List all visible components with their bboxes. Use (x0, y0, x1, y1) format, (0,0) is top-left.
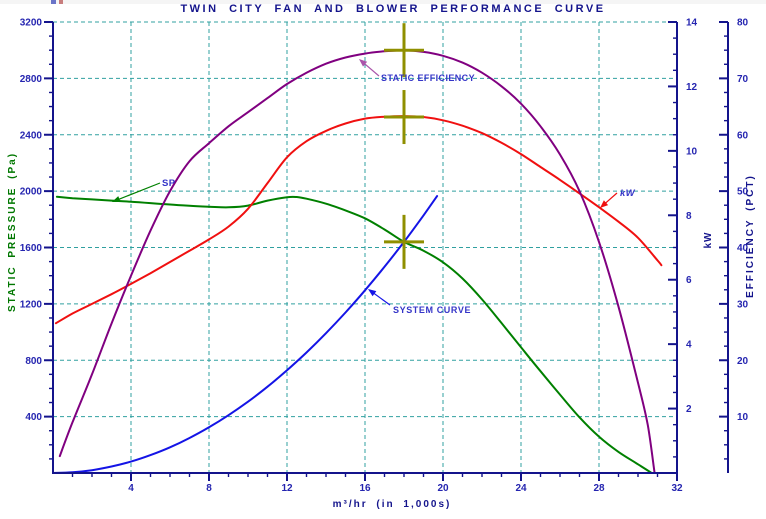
efficiency-axis-title: EFFICIENCY (PCT) (745, 174, 756, 298)
tick-label: 28 (593, 483, 605, 494)
tick-label: 12 (281, 483, 293, 494)
tick-label: 20 (437, 483, 449, 494)
curve-static-efficiency (58, 49, 656, 474)
sp-label: SP (162, 178, 176, 189)
curve-system-curve (52, 195, 439, 474)
tick-label: 16 (359, 483, 371, 494)
operating-point-markers (384, 23, 424, 269)
tick-label: 8 (206, 483, 212, 494)
tick-label: 3200 (20, 18, 43, 29)
tick-label: 10 (737, 412, 749, 423)
tick-label: 12 (686, 82, 698, 93)
tick-label: 2400 (20, 130, 43, 141)
tick-label: 4 (128, 483, 134, 494)
tick-label: 2800 (20, 74, 43, 85)
system-curve-label: SYSTEM CURVE (393, 305, 471, 315)
tick-label: 2 (686, 404, 692, 415)
tick-label: 40 (737, 243, 749, 254)
tick-label: 2000 (20, 187, 43, 198)
tick-label: 14 (686, 18, 698, 29)
tick-label: 50 (737, 187, 749, 198)
static-efficiency-label: STATIC EFFICIENCY (381, 73, 475, 83)
tick-label: 400 (25, 412, 42, 423)
kw-label: kW (620, 188, 636, 199)
kw-axis-title: kW (703, 232, 714, 249)
tick-label: 8 (686, 211, 692, 222)
chart-title: TWIN CITY FAN AND BLOWER PERFORMANCE CUR… (180, 3, 605, 15)
tick-label: 1200 (20, 299, 43, 310)
tick-label: 30 (737, 299, 749, 310)
screen-edge-artifact (0, 0, 766, 4)
annotation-arrows (112, 59, 618, 306)
tick-label: 10 (686, 146, 698, 157)
curve-kw (54, 115, 663, 325)
tick-label: 20 (737, 356, 749, 367)
tick-label: 1600 (20, 243, 43, 254)
crosshair-marker (384, 90, 424, 145)
gridlines (53, 21, 677, 473)
curve-sp (55, 195, 653, 474)
pressure-axis-title: STATIC PRESSURE (Pa) (7, 152, 18, 312)
tick-label: 60 (737, 130, 749, 141)
axes (44, 21, 729, 481)
screen-edge-artifact-glyph (51, 0, 65, 4)
tick-label: 24 (515, 483, 527, 494)
tick-label: 32 (671, 483, 683, 494)
tick-label: 70 (737, 74, 749, 85)
tick-label: 80 (737, 18, 749, 29)
tick-label: 6 (686, 275, 692, 286)
curves (52, 49, 663, 474)
crosshair-marker (384, 214, 424, 269)
crosshair-marker (384, 23, 424, 78)
tick-label: 4 (686, 340, 692, 351)
tick-label: 800 (25, 356, 42, 367)
x-axis-title: m³/hr (in 1,000s) (333, 499, 452, 510)
